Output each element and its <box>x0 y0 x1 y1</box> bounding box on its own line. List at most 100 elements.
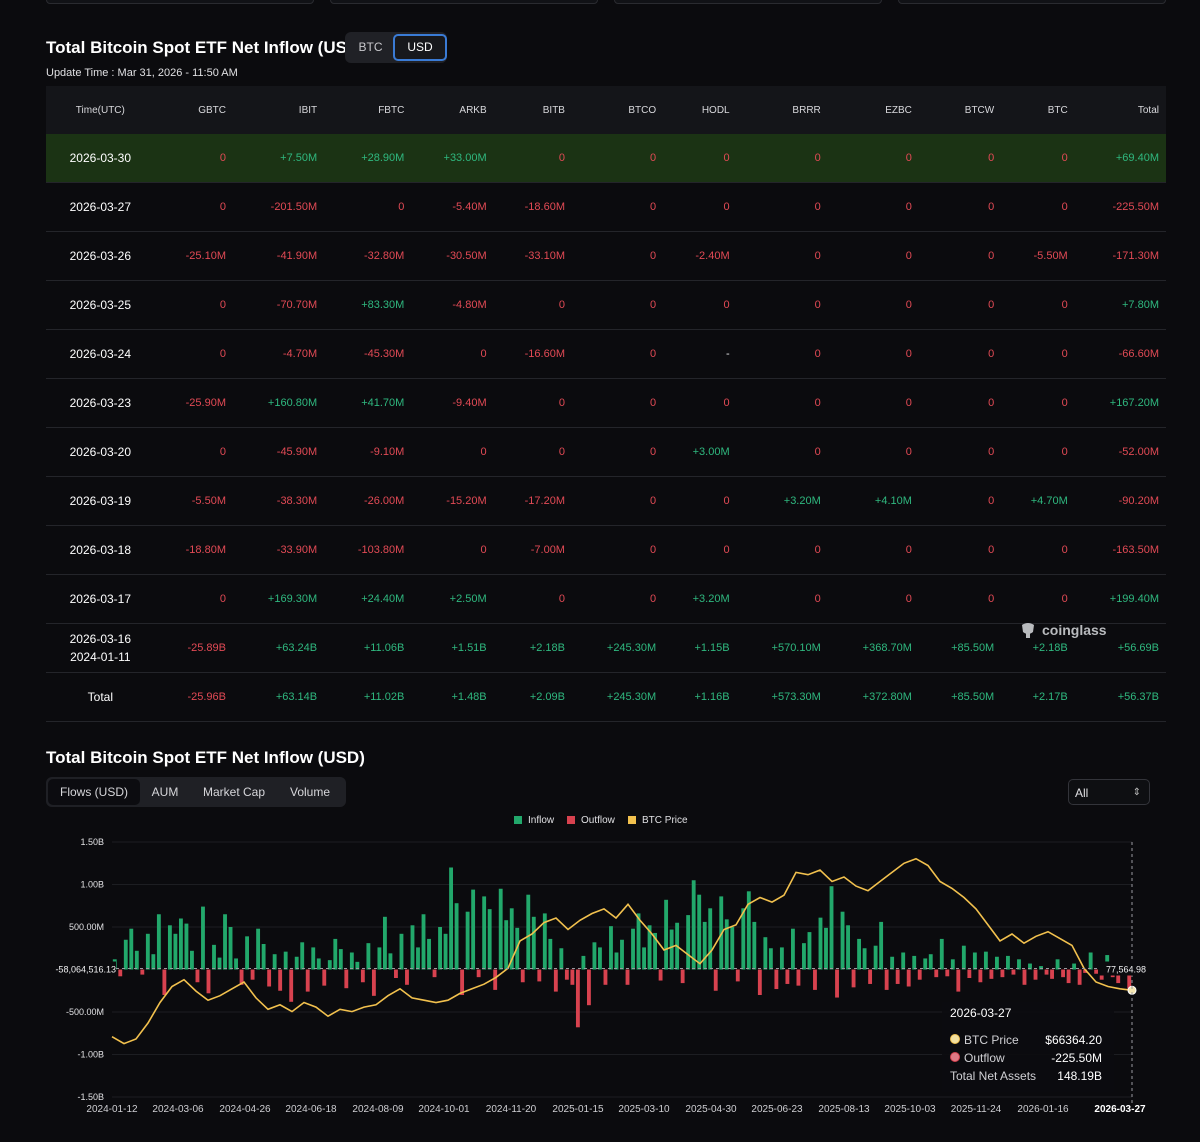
table-cell: 0 <box>736 525 828 575</box>
crosshair-left-label: -58,064,516.13 <box>55 965 116 975</box>
etf-flow-table: Time(UTC) GBTC IBIT FBTC ARKB BITB BTCO HODL BRR… <box>46 86 1166 722</box>
inflow-bar <box>1088 952 1093 970</box>
table-cell: 0 <box>154 427 233 477</box>
row-date-text: 2026-03-27 <box>69 200 132 214</box>
table-row: 2026-03-16 2024-01-11 -25.89B +63.24B +11.06… <box>46 623 1166 673</box>
inflow-bar <box>212 944 216 970</box>
unit-btc-button[interactable]: BTC <box>358 40 383 54</box>
table-row: 2026-03-27 0 -201.50M 0 -5.40M -18.60M 0 0 0 0 0 0-… <box>46 182 1166 232</box>
table-cell: -171.30M <box>1074 231 1166 281</box>
inflow-bar <box>697 894 702 970</box>
inflow-bar <box>338 949 343 970</box>
x-tick-label: 2025-10-03 <box>884 1104 936 1115</box>
outflow-bar <box>813 969 817 990</box>
update-time: Update Time : Mar 31, 2026 - 11:50 AM <box>46 67 238 79</box>
table-cell: -4.80M <box>411 280 494 330</box>
table-row: 2026-03-30 0 +7.50M +28.90M +33.00M 0 0 0 0 0 0 0 +6… <box>46 134 1166 183</box>
table-cell: +1.48B <box>411 672 494 722</box>
row-date-text: 2026-03-25 <box>69 298 132 312</box>
outflow-bar <box>564 969 569 980</box>
inflow-bar <box>818 917 823 970</box>
updown-chevron-icon: ⇕ <box>1132 787 1141 798</box>
inflow-bar <box>972 952 977 970</box>
table-cell: 0 <box>663 182 737 232</box>
coinglass-watermark: coinglass <box>1018 620 1107 640</box>
outflow-bar <box>553 969 558 992</box>
table-cell: -30.50M <box>411 231 494 281</box>
inflow-bar <box>156 914 161 970</box>
row-date-text: 2026-03-24 <box>69 347 132 361</box>
table-cell: +28.90M <box>324 134 412 183</box>
unit-usd-button[interactable]: USD <box>393 34 447 61</box>
table-cell: +245.30M <box>571 672 664 722</box>
table-cell: 0 <box>736 182 828 232</box>
outflow-bar <box>239 969 244 985</box>
table-cell: -25.89B <box>154 623 233 673</box>
tooltip-assets-value: 148.19B <box>1057 1069 1102 1083</box>
outflow-bar <box>1127 969 1132 989</box>
inflow-bar <box>427 938 431 970</box>
inflow-bar <box>983 951 988 970</box>
inflow-bar <box>123 939 128 970</box>
table-cell: 0 <box>918 134 1002 183</box>
tab-flows-usd[interactable]: Flows (USD) <box>48 779 140 805</box>
inflow-bar <box>228 927 233 970</box>
table-cell: -32.80M <box>324 231 412 281</box>
table-cell: -15.20M <box>411 476 494 526</box>
chart-tooltip: 2026-03-27 BTC Price $66364.20 Outflow -… <box>942 1002 1114 1092</box>
table-cell: -16.60M <box>493 329 572 379</box>
inflow-bar <box>449 867 454 970</box>
table-cell: +11.02B <box>324 672 412 722</box>
table-cell: -9.10M <box>324 427 412 477</box>
table-cell: 0 <box>918 378 1002 428</box>
tooltip-assets-row: Total Net Assets 148.19B <box>950 1069 1102 1085</box>
outflow-bar <box>493 969 498 990</box>
inflow-bar <box>1039 966 1043 970</box>
inflow-bar <box>531 916 536 970</box>
table-cell: 0 <box>493 574 572 624</box>
outflow-bar <box>1022 969 1027 985</box>
top-card-1[interactable] <box>46 0 314 4</box>
tab-market-cap[interactable]: Market Cap <box>202 785 266 799</box>
table-cell: 0 <box>827 280 919 330</box>
outflow-bar <box>586 969 591 1006</box>
table-cell: +245.30M <box>571 623 664 673</box>
top-card-4[interactable] <box>898 0 1166 4</box>
table-cell: 0 <box>571 427 664 477</box>
row-date: Total <box>46 672 155 722</box>
table-cell: 0 <box>827 231 919 281</box>
table-cell: 0 <box>571 574 664 624</box>
btc-price-line <box>111 857 1133 1045</box>
table-cell: - <box>663 329 737 379</box>
tab-aum[interactable]: AUM <box>151 785 179 799</box>
outflow-bar <box>934 969 939 978</box>
table-cell: +1.51B <box>411 623 494 673</box>
table-cell: 0 <box>154 134 233 183</box>
top-card-2[interactable] <box>330 0 598 4</box>
table-cell: -225.50M <box>1074 182 1166 232</box>
tooltip-flow-value: -225.50M <box>1051 1051 1102 1065</box>
table-cell: 0 <box>663 378 737 428</box>
table-cell: -201.50M <box>233 182 325 232</box>
range-select[interactable]: All ⇕ <box>1068 779 1150 805</box>
top-card-3[interactable] <box>614 0 882 4</box>
inflow-bar <box>724 919 729 970</box>
inflow-bar <box>145 933 150 970</box>
y-tick-label: 500.00M <box>69 922 104 932</box>
column-header: HODL <box>663 86 737 134</box>
table-cell: -17.20M <box>493 476 572 526</box>
table-row: 2026-03-20 0 -45.90M -9.10M 0 0 0 +3.00M 0 0 0 0 -52… <box>46 427 1166 477</box>
inflow-bar <box>151 954 156 970</box>
column-header: BTCO <box>571 86 664 134</box>
table-cell: +372.80M <box>827 672 919 722</box>
table-row: 2026-03-25 0 -70.70M +83.30M -4.80M 0 0 0 0 0 0 0 +7… <box>46 280 1166 330</box>
table-row: 2026-03-23 -25.90M +160.80M +41.70M -9.40M 0 0… <box>46 378 1166 428</box>
inflow-bar <box>746 891 751 970</box>
tooltip-assets-label: Total Net Assets <box>950 1069 1037 1083</box>
inflow-bar <box>333 938 338 970</box>
table-cell: +56.69B <box>1074 623 1166 673</box>
table-cell: -66.60M <box>1074 329 1166 379</box>
outflow-bar <box>917 969 922 980</box>
tab-volume[interactable]: Volume <box>289 785 331 799</box>
row-date: 2026-03-17 <box>46 574 155 624</box>
